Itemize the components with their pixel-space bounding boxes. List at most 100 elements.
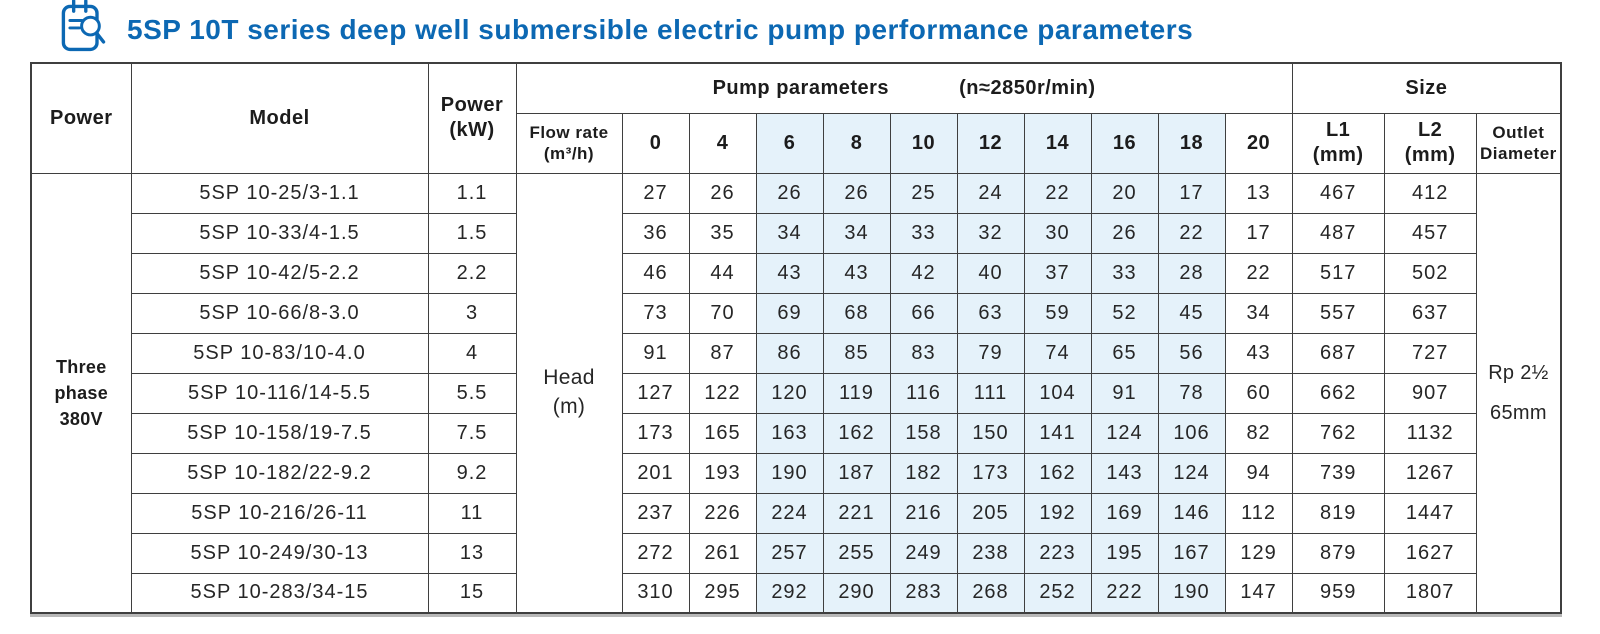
head-value-cell: 79: [956, 332, 1025, 374]
head-value-cell: 120: [755, 372, 824, 414]
header-group-row: Power Model Power (kW) Pump parameters (…: [30, 62, 1562, 174]
l2-value-cell: 1132: [1383, 412, 1477, 454]
head-value-cell: 292: [755, 572, 824, 614]
head-value-cell: 165: [688, 412, 757, 454]
model-cell: 5SP 10-283/34-15: [130, 572, 429, 614]
l2-line1: L2: [1417, 119, 1443, 141]
table-row: 5SP 10-249/30-13 13 272 261 257 255 249 238 223 1…: [31, 532, 1561, 574]
head-value-cell: 249: [889, 532, 958, 574]
table-row: 5SP 10-42/5-2.2 2.2 46 44 43 43 42 40 37 33 28 22 51…: [31, 252, 1561, 294]
header-columns-row: Flow rate (m³/h) 0 4 6 8 10 12 14 16 18 …: [31, 112, 1562, 174]
outlet-line1: Outlet: [1492, 122, 1545, 142]
l2-value-cell: 1807: [1383, 572, 1477, 614]
head-value-cell: 310: [621, 572, 690, 614]
head-value-cell: 44: [688, 252, 757, 294]
head-value-cell: 192: [1023, 492, 1092, 534]
col-header-l1: L1 (mm): [1291, 112, 1385, 174]
head-value-cell: 205: [956, 492, 1025, 534]
head-value-cell: 173: [956, 452, 1025, 494]
table-row: 5SP 10-83/10-4.0 4 91 87 86 85 83 79 74 65 56 43 687…: [31, 332, 1561, 374]
col-header-flow-0: 0: [621, 112, 690, 174]
head-value-cell: 111: [956, 372, 1025, 414]
head-value-cell: 106: [1157, 412, 1226, 454]
col-header-outlet-diameter: Outlet Diameter: [1475, 112, 1562, 174]
head-value-cell: 22: [1224, 252, 1293, 294]
head-value-cell: 34: [822, 212, 891, 254]
head-value-cell: 158: [889, 412, 958, 454]
table-row: 5SP 10-182/22-9.2 9.2 201 193 190 187 182 173 16…: [31, 452, 1561, 494]
model-cell: 5SP 10-158/19-7.5: [130, 412, 429, 454]
head-value-cell: 252: [1023, 572, 1092, 614]
head-value-cell: 124: [1157, 452, 1226, 494]
col-header-flow-12: 12: [956, 112, 1025, 174]
head-value-cell: 143: [1090, 452, 1159, 494]
power-kw-line1: Power: [440, 94, 504, 117]
col-header-l2: L2 (mm): [1383, 112, 1477, 174]
head-value-cell: 69: [755, 292, 824, 334]
l2-value-cell: 637: [1383, 292, 1477, 334]
col-header-flow-16: 16: [1090, 112, 1159, 174]
table-row: 5SP 10-116/14-5.5 5.5 127 122 120 119 116 111 10…: [31, 372, 1561, 414]
head-value-cell: 32: [956, 212, 1025, 254]
head-value-cell: 82: [1224, 412, 1293, 454]
head-value-cell: 37: [1023, 252, 1092, 294]
head-value-cell: 122: [688, 372, 757, 414]
head-value-cell: 83: [889, 332, 958, 374]
table-row: 5SP 10-33/4-1.5 1.5 36 35 34 34 33 32 30 26 22 17 48…: [31, 212, 1561, 254]
col-header-flow-4: 4: [688, 112, 757, 174]
l1-value-cell: 762: [1291, 412, 1385, 454]
head-value-cell: 30: [1023, 212, 1092, 254]
head-value-cell: 22: [1157, 212, 1226, 254]
head-value-cell: 255: [822, 532, 891, 574]
head-value-cell: 43: [822, 252, 891, 294]
l2-value-cell: 502: [1383, 252, 1477, 294]
head-value-cell: 163: [755, 412, 824, 454]
l2-value-cell: 1447: [1383, 492, 1477, 534]
model-cell: 5SP 10-249/30-13: [130, 532, 429, 574]
head-value-cell: 187: [822, 452, 891, 494]
head-value-cell: 272: [621, 532, 690, 574]
head-value-cell: 35: [688, 212, 757, 254]
head-value-cell: 91: [621, 332, 690, 374]
head-value-cell: 238: [956, 532, 1025, 574]
col-header-flow-20: 20: [1224, 112, 1293, 174]
head-value-cell: 56: [1157, 332, 1226, 374]
col-header-flow-8: 8: [822, 112, 891, 174]
col-header-flow-rate: Flow rate (m³/h): [515, 112, 623, 174]
head-value-cell: 43: [755, 252, 824, 294]
head-value-cell: 190: [1157, 572, 1226, 614]
power-kw-cell: 7.5: [427, 412, 517, 454]
head-value-cell: 216: [889, 492, 958, 534]
col-header-flow-18: 18: [1157, 112, 1226, 174]
head-value-cell: 257: [755, 532, 824, 574]
head-value-cell: 66: [889, 292, 958, 334]
head-value-cell: 78: [1157, 372, 1226, 414]
head-value-cell: 116: [889, 372, 958, 414]
power-kw-cell: 1.1: [427, 172, 517, 214]
head-value-cell: 162: [822, 412, 891, 454]
head-value-cell: 119: [822, 372, 891, 414]
head-value-cell: 129: [1224, 532, 1293, 574]
col-header-flow-14: 14: [1023, 112, 1092, 174]
head-value-cell: 52: [1090, 292, 1159, 334]
head-value-cell: 94: [1224, 452, 1293, 494]
power-kw-cell: 4: [427, 332, 517, 374]
l2-value-cell: 1267: [1383, 452, 1477, 494]
table-row: 5SP 10-283/34-15 15 310 295 292 290 283 268 252 2…: [31, 572, 1561, 614]
head-value-cell: 36: [621, 212, 690, 254]
head-value-cell: 63: [956, 292, 1025, 334]
head-value-cell: 33: [889, 212, 958, 254]
head-value-cell: 27: [621, 172, 690, 214]
outlet-line2: Diameter: [1480, 144, 1557, 163]
head-value-cell: 26: [755, 172, 824, 214]
power-kw-cell: 1.5: [427, 212, 517, 254]
head-value-cell: 237: [621, 492, 690, 534]
col-header-power-kw: Power (kW): [427, 62, 517, 174]
head-value-cell: 24: [956, 172, 1025, 214]
l1-line1: L1: [1325, 119, 1351, 141]
head-value-cell: 290: [822, 572, 891, 614]
model-cell: 5SP 10-116/14-5.5: [130, 372, 429, 414]
head-value-cell: 91: [1090, 372, 1159, 414]
head-value-cell: 26: [822, 172, 891, 214]
table-row: 5SP 10-216/26-11 11 237 226 224 221 216 205 192 1…: [31, 492, 1561, 534]
